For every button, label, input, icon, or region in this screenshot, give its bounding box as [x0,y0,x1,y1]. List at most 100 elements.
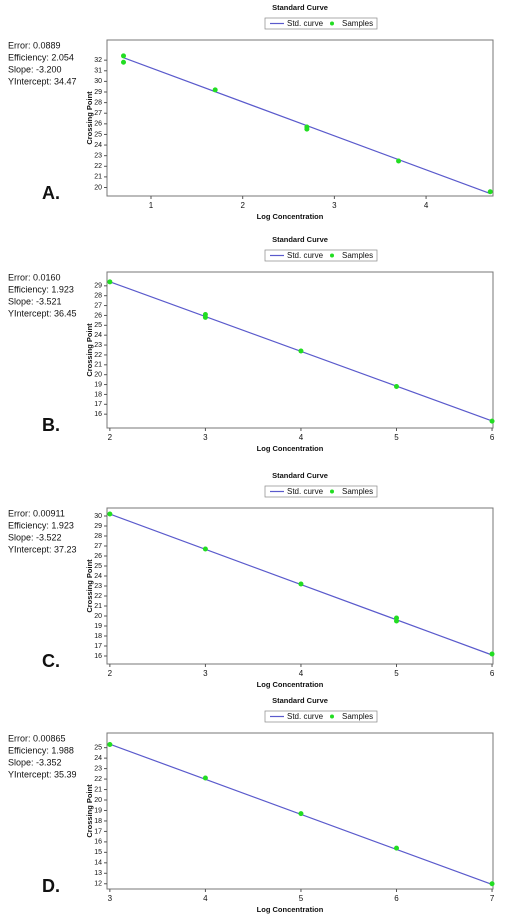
x-tick-label: 6 [394,894,399,903]
stat-text: Error: 0.0160 [8,272,61,282]
y-tick-label: 27 [94,110,102,117]
stat-text: Slope: -3.352 [8,757,62,767]
y-tick-label: 26 [94,312,102,319]
chart-title: Standard Curve [272,235,328,244]
y-tick-label: 22 [94,352,102,359]
y-tick-label: 17 [94,401,102,408]
y-tick-label: 22 [94,593,102,600]
y-tick-label: 27 [94,302,102,309]
legend-box [264,249,378,262]
sample-point [107,742,113,748]
y-tick-label: 29 [94,283,102,290]
legend-label: Samples [342,487,373,496]
y-tick-label: 23 [94,583,102,590]
y-axis-label: Crossing Point [85,559,94,613]
legend-label: Samples [342,251,373,260]
stat-text: Error: 0.0889 [8,40,61,50]
chart-title: Standard Curve [272,696,328,705]
plot-area [106,732,494,890]
sample-point [489,881,495,887]
x-tick-label: 7 [490,894,495,903]
sample-point [202,546,208,552]
y-tick-label: 18 [94,391,102,398]
sample-point [394,618,399,624]
panel-label: C. [42,651,60,671]
legend-marker [330,253,334,258]
y-tick-label: 16 [94,839,102,846]
y-tick-label: 19 [94,807,102,814]
x-axis-label: Log Concentration [257,680,324,689]
stat-text: YIntercept: 34.47 [8,76,77,86]
x-tick-label: 4 [424,201,429,210]
y-tick-label: 29 [94,523,102,530]
y-tick-label: 16 [94,411,102,418]
y-tick-label: 21 [94,362,102,369]
stat-text: Efficiency: 1.923 [8,284,74,294]
y-tick-label: 21 [94,603,102,610]
y-tick-label: 29 [94,89,102,96]
x-axis-label: Log Concentration [257,212,324,221]
y-tick-label: 21 [94,786,102,793]
y-tick-label: 24 [94,142,102,149]
legend-box [264,710,378,723]
panel-label: A. [42,183,60,203]
sample-point [107,279,113,285]
sample-point [396,158,402,164]
stat-text: YIntercept: 36.45 [8,308,77,318]
x-tick-label: 4 [203,894,208,903]
stat-text: Error: 0.00911 [8,508,65,518]
y-tick-label: 24 [94,332,102,339]
legend-label: Samples [342,712,373,721]
y-tick-label: 24 [94,573,102,580]
y-tick-label: 25 [94,745,102,752]
stat-text: Efficiency: 1.923 [8,520,74,530]
legend-label: Std. curve [287,487,324,496]
x-tick-label: 5 [394,669,399,678]
y-tick-label: 13 [94,870,102,877]
y-tick-label: 18 [94,818,102,825]
y-tick-label: 12 [94,881,102,888]
y-tick-label: 18 [94,633,102,640]
y-tick-label: 23 [94,342,102,349]
y-tick-label: 25 [94,563,102,570]
y-tick-label: 26 [94,553,102,560]
y-tick-label: 26 [94,121,102,128]
y-tick-label: 31 [94,68,102,75]
legend-label: Std. curve [287,19,324,28]
x-tick-label: 3 [332,201,337,210]
sample-point [489,418,495,424]
x-tick-label: 5 [394,433,399,442]
y-tick-label: 23 [94,765,102,772]
y-axis-label: Crossing Point [85,784,94,838]
y-tick-label: 20 [94,797,102,804]
x-tick-label: 3 [108,894,113,903]
x-tick-label: 6 [490,433,495,442]
y-tick-label: 30 [94,78,102,85]
stat-text: Efficiency: 2.054 [8,52,74,62]
stat-text: YIntercept: 37.23 [8,544,77,554]
y-tick-label: 14 [94,860,102,867]
sample-point [202,775,208,781]
legend-marker [330,489,334,494]
x-tick-label: 4 [299,669,304,678]
y-tick-label: 15 [94,849,102,856]
y-axis-label: Crossing Point [85,323,94,377]
stat-text: Error: 0.00865 [8,733,66,743]
x-tick-label: 2 [240,201,245,210]
sample-point [202,314,208,320]
y-tick-label: 25 [94,131,102,138]
x-tick-label: 2 [108,433,113,442]
y-tick-label: 30 [94,513,102,520]
y-tick-label: 17 [94,643,102,650]
legend-marker [330,21,334,26]
legend-box [264,17,378,30]
stat-text: Slope: -3.521 [8,296,62,306]
y-tick-label: 32 [94,57,102,64]
x-tick-label: 1 [149,201,154,210]
y-tick-label: 17 [94,828,102,835]
x-tick-label: 6 [490,669,495,678]
x-axis-label: Log Concentration [257,444,324,453]
